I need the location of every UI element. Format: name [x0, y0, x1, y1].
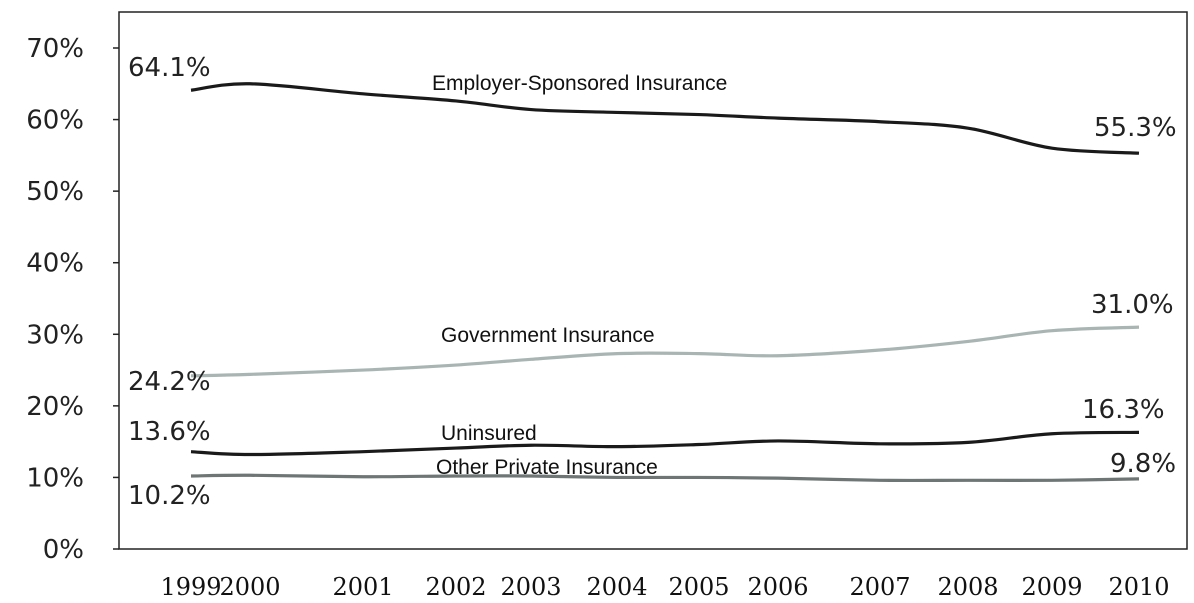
- y-tick-label: 0%: [43, 535, 84, 565]
- y-tick-label: 40%: [26, 249, 84, 279]
- x-tick-label: 2006: [747, 573, 808, 601]
- series-name-uninsured: Uninsured: [441, 422, 537, 445]
- end-value-label: 55.3%: [1094, 113, 1177, 143]
- end-value-label: 31.0%: [1091, 290, 1174, 320]
- series-line-government-insurance: [190, 325, 1140, 378]
- series-name-employer-sponsored-insurance: Employer-Sponsored Insurance: [432, 72, 727, 95]
- start-value-label: 13.6%: [128, 417, 211, 447]
- y-tick-label: 20%: [26, 392, 84, 422]
- series-name-other-private-insurance: Other Private Insurance: [436, 456, 658, 479]
- x-tick-label: 2005: [668, 573, 729, 601]
- x-tick-label: 2008: [937, 573, 998, 601]
- series-line-other-private-insurance: [190, 473, 1140, 483]
- x-tick-label: 2009: [1021, 573, 1082, 601]
- x-tick-label: 2010: [1108, 573, 1169, 601]
- start-value-label: 64.1%: [128, 53, 211, 83]
- x-tick-label: 1999: [160, 573, 221, 601]
- series-labels: Employer-Sponsored Insurance 64.1% 55.3% Go…: [128, 53, 1177, 511]
- series-lines: [190, 82, 1140, 483]
- plot-frame: [118, 11, 1188, 550]
- x-tick-label: 2004: [586, 573, 647, 601]
- series-name-government-insurance: Government Insurance: [441, 324, 655, 347]
- start-value-label: 24.2%: [128, 367, 211, 397]
- y-tick-label: 50%: [26, 177, 84, 207]
- y-tick-label: 30%: [26, 320, 84, 350]
- y-axis: 0% 10% 20% 30% 40% 50% 60% 70%: [26, 34, 119, 565]
- x-tick-label: 2002: [425, 573, 486, 601]
- y-tick-label: 60%: [26, 106, 84, 136]
- series-line-uninsured: [190, 430, 1140, 457]
- x-tick-label: 2001: [332, 573, 393, 601]
- end-value-label: 16.3%: [1082, 395, 1165, 425]
- x-tick-label: 2000: [219, 573, 280, 601]
- start-value-label: 10.2%: [128, 481, 211, 511]
- end-value-label: 9.8%: [1110, 449, 1176, 479]
- x-tick-label: 2003: [500, 573, 561, 601]
- x-tick-label: 2007: [849, 573, 910, 601]
- series-line-employer-sponsored-insurance: [190, 82, 1140, 155]
- y-tick-label: 70%: [26, 34, 84, 64]
- y-tick-label: 10%: [26, 463, 84, 493]
